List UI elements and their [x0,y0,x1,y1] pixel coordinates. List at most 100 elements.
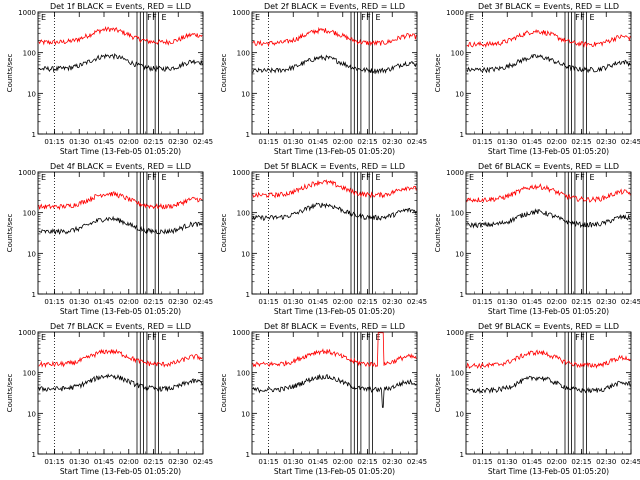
marker-label: E [589,333,594,342]
lld-series-line [38,191,203,211]
lld-series-line [466,349,631,370]
chart-title: Det 1f BLACK = Events, RED = LLD [50,2,191,11]
y-tick-label: 1 [32,131,36,139]
marker-label: E [375,13,380,22]
plot-frame [465,11,632,135]
x-tick-label: 02:00 [119,298,139,306]
marker-label: E [161,13,166,22]
y-tick-label: 10 [27,90,36,98]
x-tick-label: 01:30 [497,138,517,146]
y-tick-label: 100 [451,210,464,218]
marker-label: E [469,333,474,342]
events-series-line [466,375,631,394]
x-tick-label: 01:30 [283,298,303,306]
x-tick-label: 02:00 [333,138,353,146]
lld-series-line [38,348,203,369]
marker-label: E [589,173,594,182]
plot-frame [251,171,418,295]
events-series-line [252,202,417,221]
x-tick-label: 02:30 [382,298,402,306]
chart-title: Det 4f BLACK = Events, RED = LLD [50,162,191,171]
chart-panel-2: Det 2f BLACK = Events, RED = LLD Counts/s… [220,2,427,156]
x-tick-label: 02:45 [621,458,640,466]
marker-label: E [41,173,46,182]
marker-label: F [361,173,366,182]
x-tick-label: 01:15 [44,298,64,306]
x-tick-label: 02:15 [571,138,591,146]
lld-series-line [38,25,203,46]
marker-label: F [366,13,371,22]
y-tick-label: 1000 [446,9,464,17]
x-tick-label: 01:30 [69,458,89,466]
marker-label: F [580,13,585,22]
x-tick-label: 02:30 [168,138,188,146]
y-tick-label: 10 [241,250,250,258]
x-tick-label: 02:30 [596,458,616,466]
marker-label: F [152,333,157,342]
events-series-line [466,53,631,74]
marker-label: E [161,333,166,342]
y-axis-label: Counts/sec [434,54,442,93]
x-tick-label: 02:45 [407,458,427,466]
marker-label: F [152,173,157,182]
y-tick-label: 1000 [232,329,250,337]
y-tick-label: 1000 [446,169,464,177]
y-tick-label: 1 [246,451,250,459]
y-tick-label: 1 [246,291,250,299]
x-tick-label: 01:45 [94,458,114,466]
y-tick-label: 10 [27,410,36,418]
x-tick-label: 02:45 [407,138,427,146]
events-series-line [252,54,417,75]
chart-title: Det 3f BLACK = Events, RED = LLD [478,2,619,11]
y-tick-label: 10 [27,250,36,258]
x-tick-label: 01:45 [308,458,328,466]
y-axis-label: Counts/sec [220,54,228,93]
x-axis-label: Start Time (13-Feb-05 01:05:20) [60,307,181,316]
y-tick-label: 10 [455,90,464,98]
chart-panel-3: Det 3f BLACK = Events, RED = LLD Counts/s… [434,2,640,156]
y-axis-label: Counts/sec [220,374,228,413]
x-axis-label: Start Time (13-Feb-05 01:05:20) [60,147,181,156]
lld-series-line [466,29,631,48]
y-tick-label: 1000 [446,329,464,337]
chart-panel-4: Det 4f BLACK = Events, RED = LLD Counts/s… [6,162,213,316]
marker-label: F [580,333,585,342]
y-tick-label: 100 [237,370,250,378]
x-tick-label: 01:45 [522,298,542,306]
x-axis-label: Start Time (13-Feb-05 01:05:20) [274,467,395,476]
x-tick-label: 02:15 [357,138,377,146]
x-tick-label: 02:45 [407,298,427,306]
marker-label: E [41,333,46,342]
x-tick-label: 02:30 [382,138,402,146]
y-tick-label: 10 [241,410,250,418]
plot-frame [37,11,204,135]
y-axis-label: Counts/sec [220,214,228,253]
lld-series-line [252,26,417,48]
x-tick-label: 01:45 [94,138,114,146]
y-tick-label: 100 [23,370,36,378]
x-tick-label: 02:30 [168,458,188,466]
x-tick-label: 01:30 [69,138,89,146]
x-tick-label: 01:30 [497,298,517,306]
y-tick-label: 1000 [232,9,250,17]
plot-frame [251,11,418,135]
x-tick-label: 01:15 [258,458,278,466]
y-axis-label: Counts/sec [434,214,442,253]
marker-label: F [147,173,152,182]
y-tick-label: 100 [237,50,250,58]
plot-frame [465,331,632,455]
marker-label: F [152,13,157,22]
chart-panel-5: Det 5f BLACK = Events, RED = LLD Counts/s… [220,162,427,316]
marker-label: E [255,333,260,342]
x-tick-label: 01:30 [69,298,89,306]
x-axis-label: Start Time (13-Feb-05 01:05:20) [488,467,609,476]
x-tick-label: 01:15 [472,458,492,466]
y-tick-label: 10 [455,250,464,258]
x-tick-label: 02:00 [333,298,353,306]
marker-label: E [469,13,474,22]
plot-frame [37,171,204,295]
y-axis-label: Counts/sec [6,54,14,93]
x-tick-label: 02:30 [168,298,188,306]
plot-frame [251,331,418,455]
